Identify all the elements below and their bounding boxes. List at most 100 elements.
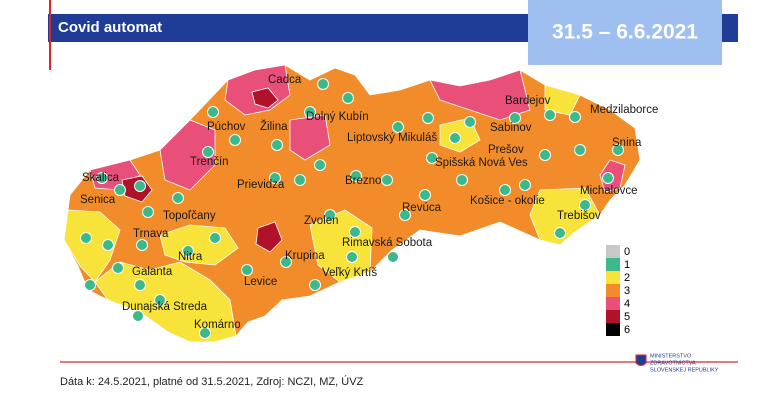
district-dot <box>269 172 281 184</box>
district-label: Rimavská Sobota <box>342 237 433 249</box>
district-patch <box>63 209 121 283</box>
district-dot <box>229 134 241 146</box>
district-dot <box>271 139 283 151</box>
district-dot <box>96 172 108 184</box>
district-dot <box>350 170 362 182</box>
district-label: Krupina <box>285 250 325 262</box>
district-label: Galanta <box>132 266 173 278</box>
district-label: Skalica <box>82 172 120 184</box>
district-dot <box>456 174 468 186</box>
district-labels: Cadca Žilina Dolný Kubín Púchov Trenčín Lipto… <box>80 74 658 331</box>
footer-source: Dáta k: 24.5.2021, platné od 31.5.2021, … <box>60 375 364 388</box>
district-label: Cadca <box>268 74 302 86</box>
logo-text: ZDRAVOTNÍCTVA <box>650 359 696 366</box>
district-label: Spišská Nová Ves <box>435 157 528 169</box>
district-dot <box>207 106 219 118</box>
district-label: Medzilaborce <box>590 104 658 116</box>
district-dot <box>509 112 521 124</box>
district-dot <box>134 279 146 291</box>
legend-label: 2 <box>624 272 630 284</box>
district-dot <box>182 245 194 257</box>
district-dot <box>84 279 96 291</box>
district-label: Dolný Kubín <box>306 111 369 123</box>
legend-swatch <box>606 258 620 271</box>
district-dot <box>154 294 166 306</box>
logo-text: SLOVENSKEJ REPUBLIKY <box>650 367 719 373</box>
legend-label: 0 <box>624 246 630 258</box>
district-dot <box>142 206 154 218</box>
district-label: Komárno <box>194 319 241 331</box>
district-dot <box>399 209 411 221</box>
legend-label: 4 <box>624 298 630 310</box>
district-dot <box>199 327 211 339</box>
legend-swatch <box>606 284 620 297</box>
district-label: Bardejov <box>505 95 551 107</box>
period: 31.5 – 6.6.2021 <box>552 21 698 44</box>
district-label: Trebišov <box>557 210 601 222</box>
district-dot <box>132 310 144 322</box>
district-dot <box>539 149 551 161</box>
legend-label: 1 <box>624 259 630 271</box>
logo-crest <box>635 354 647 366</box>
district-label: Púchov <box>207 121 246 133</box>
legend-label: 5 <box>624 311 630 323</box>
district-patch <box>159 119 216 191</box>
district-dot <box>574 144 586 156</box>
district-dot <box>112 262 124 274</box>
title: Covid automat <box>58 19 162 36</box>
district-dot <box>202 146 214 158</box>
district-label: Žilina <box>260 120 288 133</box>
district-dot <box>294 174 306 186</box>
district-label: Trnava <box>133 228 169 240</box>
district-label: Michalovce <box>580 185 638 197</box>
district-dot <box>80 232 92 244</box>
district-dot <box>317 78 329 90</box>
district-dot <box>449 132 461 144</box>
district-dot <box>554 227 566 239</box>
district-label: Trenčín <box>190 156 229 168</box>
district-dot <box>241 264 253 276</box>
legend-swatch <box>606 310 620 323</box>
district-label: Prešov <box>488 144 524 156</box>
district-dot <box>134 180 146 192</box>
district-label: Revúca <box>402 202 442 214</box>
district-dot <box>464 116 476 128</box>
district-patch <box>429 69 531 121</box>
district-dot <box>172 192 184 204</box>
district-dot <box>280 256 292 268</box>
legend-swatch <box>606 297 620 310</box>
period-box <box>528 0 722 65</box>
legend-label: 3 <box>624 285 630 297</box>
district-label: Liptovský Mikuláš <box>347 132 437 144</box>
district-label: Sabinov <box>490 122 532 134</box>
district-dot <box>387 251 399 263</box>
district-dot <box>426 152 438 164</box>
district-dots <box>80 78 624 339</box>
district-patch <box>255 221 283 253</box>
map: Cadca Žilina Dolný Kubín Púchov Trenčín Lipto… <box>63 64 658 343</box>
district-dot <box>579 199 591 211</box>
district-dot <box>544 109 556 121</box>
district-label: Levice <box>244 276 277 288</box>
district-label: Zvolen <box>304 215 339 227</box>
district-patch <box>289 114 331 161</box>
district-dot <box>209 232 221 244</box>
district-patch <box>251 87 279 109</box>
district-dot <box>419 189 431 201</box>
district-dot <box>602 172 614 184</box>
district-dot <box>569 111 581 123</box>
district-dot <box>392 121 404 133</box>
district-label: Dunajská Streda <box>122 301 208 313</box>
district-dot <box>324 209 336 221</box>
district-label: Brezno <box>345 175 381 187</box>
district-dot <box>499 184 511 196</box>
district-dot <box>304 106 316 118</box>
district-dot <box>114 184 126 196</box>
district-label: Košice - okolie <box>470 195 545 207</box>
district-dot <box>519 179 531 191</box>
district-dot <box>422 112 434 124</box>
district-label: Veľký Krtíš <box>322 267 377 279</box>
